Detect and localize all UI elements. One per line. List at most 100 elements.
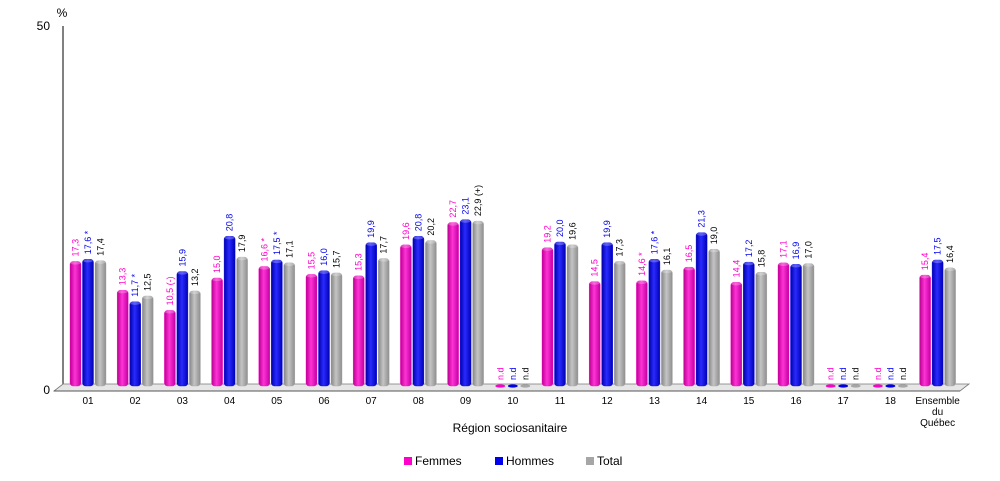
- bar-femmes-03: [164, 310, 176, 387]
- bar-top-total-ensemble-du-qu-bec: [945, 267, 956, 272]
- value-label-hommes-06: 16,0: [319, 248, 329, 266]
- value-label-total-10: n.d: [520, 367, 530, 380]
- value-label-total-04: 17,9: [237, 235, 247, 253]
- bar-top-femmes-11: [542, 247, 553, 251]
- bar-total-06: [330, 272, 343, 387]
- value-label-femmes-06: 15,5: [307, 252, 317, 270]
- value-label-hommes-12: 19,9: [602, 220, 612, 238]
- value-label-femmes-08: 19,6: [401, 222, 411, 240]
- bar-top-total-08: [425, 240, 436, 244]
- value-label-total-15: 15,8: [756, 250, 766, 268]
- bar-empty-hommes-10: [507, 384, 518, 388]
- bar-total-04: [236, 256, 248, 387]
- bar-empty-total-10: [520, 384, 531, 388]
- value-label-femmes-17: n.d: [826, 367, 836, 380]
- value-label-total-06: 15,7: [332, 250, 342, 268]
- value-label-hommes-17: n.d: [838, 367, 848, 380]
- bar-total-01: [94, 260, 107, 387]
- bar-femmes-11: [541, 247, 554, 387]
- bar-total-05: [283, 262, 295, 387]
- bar-top-total-07: [378, 258, 389, 262]
- bar-top-total-09: [473, 221, 484, 225]
- bar-femmes-05: [258, 266, 270, 387]
- bar-hommes-09: [459, 219, 472, 387]
- bar-top-total-03: [189, 290, 200, 295]
- x-tick-label-17: 17: [838, 396, 850, 407]
- bar-top-hommes-11: [555, 241, 565, 246]
- value-label-femmes-ensemble-du-qu-bec: 15,4: [920, 253, 930, 271]
- value-label-total-ensemble-du-qu-bec: 16,4: [945, 245, 955, 263]
- bar-empty-femmes-18: [872, 384, 883, 388]
- x-tick-label-08: 08: [413, 396, 425, 407]
- value-label-hommes-14: 21,3: [697, 210, 707, 228]
- legend-swatch-total: [586, 457, 594, 465]
- bar-hommes-12: [601, 242, 613, 387]
- value-label-total-01: 17,4: [96, 238, 106, 256]
- value-label-total-16: 17,0: [804, 241, 814, 259]
- bar-hommes-ensemble-du-qu-bec: [931, 259, 944, 387]
- bar-total-02: [141, 295, 154, 387]
- bar-femmes-06: [305, 274, 318, 387]
- value-label-femmes-10: n.d: [495, 367, 505, 380]
- bar-total-13: [661, 269, 673, 387]
- bar-total-09: [472, 220, 484, 387]
- x-tick-label-ensemble-du-qu-bec: Ensemble du Québec: [915, 396, 960, 429]
- bar-top-femmes-12: [589, 281, 600, 285]
- bar-top-total-05: [284, 262, 295, 266]
- value-label-femmes-09: 22,7: [448, 200, 458, 218]
- bars-group: [69, 219, 956, 388]
- bar-empty-femmes-10: [495, 384, 506, 388]
- bar-hommes-11: [554, 241, 566, 387]
- value-label-hommes-04: 20,8: [225, 214, 235, 232]
- value-label-femmes-02: 13,3: [118, 268, 128, 286]
- x-tick-label-14: 14: [696, 396, 708, 407]
- value-label-femmes-16: 17,1: [779, 240, 789, 258]
- bar-top-hommes-08: [413, 236, 424, 240]
- bar-empty-femmes-17: [825, 384, 836, 388]
- value-label-total-03: 13,2: [190, 268, 200, 286]
- legend-swatch-hommes: [495, 457, 503, 465]
- bar-top-hommes-09: [460, 219, 471, 223]
- value-label-total-09: 22,9 (+): [473, 185, 483, 216]
- bar-top-femmes-03: [164, 310, 175, 314]
- bar-hommes-08: [412, 236, 425, 387]
- bar-top-femmes-ensemble-du-qu-bec: [920, 275, 931, 279]
- value-label-total-13: 16,1: [662, 248, 672, 266]
- bar-femmes-ensemble-du-qu-bec: [919, 274, 931, 387]
- x-tick-label-05: 05: [271, 396, 283, 407]
- value-label-femmes-01: 17,3: [71, 239, 81, 257]
- value-label-femmes-11: 19,2: [543, 225, 553, 243]
- legend: Femmes Hommes Total: [404, 454, 622, 468]
- value-label-hommes-18: n.d: [885, 367, 895, 380]
- bar-top-femmes-15: [731, 282, 742, 286]
- y-tick-zero: 0: [43, 383, 50, 397]
- x-tick-labels-group: 01 02 03 04 05 06 07 08 09 10 11 12 13 14 15 16 17 18 Ense…: [82, 396, 960, 429]
- bar-top-femmes-16: [778, 262, 789, 266]
- bar-top-total-15: [756, 272, 767, 276]
- x-tick-label-12: 12: [602, 396, 614, 407]
- bar-hommes-05: [271, 259, 283, 387]
- bar-empty-total-17: [850, 384, 861, 388]
- x-tick-label-02: 02: [130, 396, 142, 407]
- value-label-femmes-03: 10,5 (-): [165, 276, 175, 305]
- bar-top-total-01: [95, 260, 106, 264]
- bar-femmes-02: [116, 290, 129, 387]
- bar-top-total-14: [709, 249, 720, 253]
- legend-label-total: Total: [597, 454, 622, 468]
- bar-hommes-06: [318, 270, 330, 387]
- bar-femmes-09: [447, 222, 459, 387]
- bar-top-hommes-02: [130, 301, 141, 305]
- x-tick-label-18: 18: [885, 396, 897, 407]
- value-label-hommes-07: 19,9: [366, 220, 376, 238]
- bar-femmes-15: [730, 282, 742, 387]
- bar-hommes-01: [82, 259, 94, 387]
- x-tick-label-04: 04: [224, 396, 236, 407]
- legend-label-femmes: Femmes: [415, 454, 462, 468]
- bar-femmes-07: [353, 275, 365, 387]
- bar-empty-hommes-17: [838, 384, 849, 388]
- bar-total-11: [566, 244, 579, 387]
- value-labels-group: 17,3 17,6 * 17,413,3 11,7 * 12,5 10,5 (-)15,9…: [71, 185, 956, 380]
- value-label-hommes-09: 23,1: [461, 197, 471, 215]
- value-label-total-14: 19,0: [709, 227, 719, 245]
- bar-total-ensemble-du-qu-bec: [944, 267, 956, 387]
